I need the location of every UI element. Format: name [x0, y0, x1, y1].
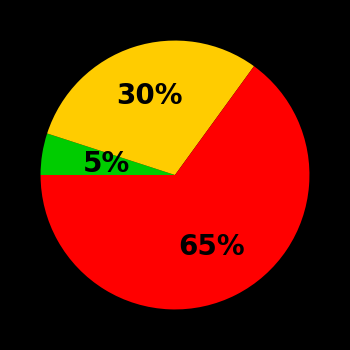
Wedge shape: [47, 41, 254, 175]
Wedge shape: [41, 66, 309, 309]
Text: 65%: 65%: [178, 233, 245, 261]
Text: 5%: 5%: [82, 150, 130, 178]
Text: 30%: 30%: [116, 82, 182, 110]
Wedge shape: [41, 133, 175, 175]
